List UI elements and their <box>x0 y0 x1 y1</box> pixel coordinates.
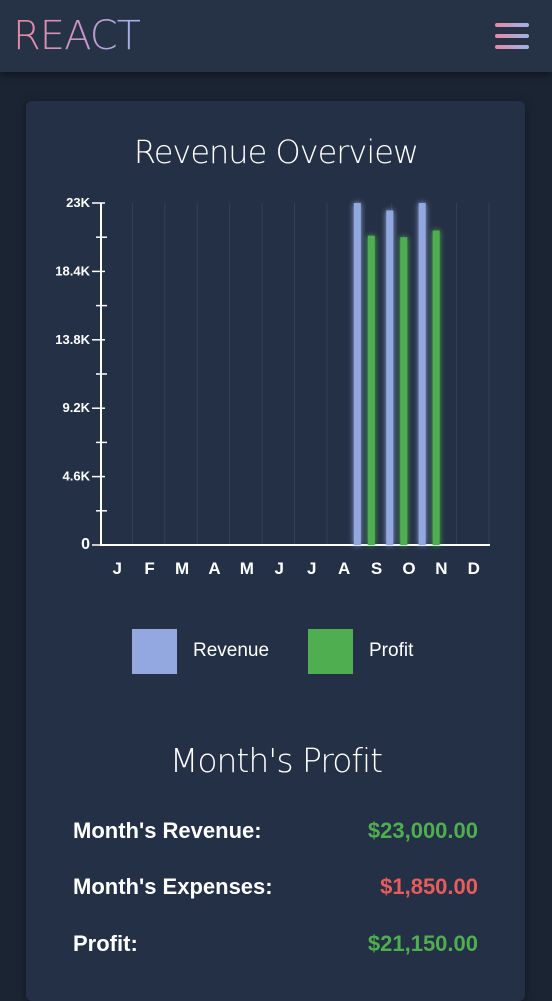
brand-logo[interactable]: REACT <box>13 13 141 59</box>
menu-bar-top <box>495 23 529 27</box>
x-tick-label-6: J <box>307 559 316 578</box>
stat-label-revenue: Month's Revenue: <box>73 818 262 843</box>
legend-label-revenue: Revenue <box>193 640 270 661</box>
menu-bar-bottom <box>495 45 529 49</box>
stat-row-revenue: Month's Revenue: $23,000.00 <box>73 815 478 847</box>
x-tick-label-3: A <box>208 559 220 578</box>
y-tick-label-0: 0 <box>81 536 90 553</box>
hamburger-menu-icon[interactable] <box>492 20 532 52</box>
bar-profit-9 <box>432 230 440 545</box>
y-tick-label-3: 13.8K <box>55 332 90 347</box>
x-tick-label-11: D <box>468 559 480 578</box>
stat-value-revenue: $23,000.00 <box>367 818 478 843</box>
stat-value-expenses: $1,850.00 <box>380 874 478 899</box>
menu-bar-middle <box>495 34 529 38</box>
legend-swatch-revenue <box>132 628 177 674</box>
stat-row-expenses: Month's Expenses: $1,850.00 <box>73 871 478 903</box>
x-tick-label-1: F <box>144 559 154 578</box>
x-tick-label-8: S <box>371 559 382 578</box>
y-tick-label-4: 18.4K <box>55 263 90 278</box>
chart-title: Revenue Overview <box>133 133 419 171</box>
bar-revenue-9 <box>418 203 426 545</box>
stat-value-profit: $21,150.00 <box>367 931 478 956</box>
stat-label-expenses: Month's Expenses: <box>73 874 273 899</box>
legend-label-profit: Profit <box>369 640 414 661</box>
bar-revenue-7 <box>353 203 361 545</box>
x-tick-label-9: O <box>402 559 415 578</box>
bar-profit-7 <box>367 235 375 545</box>
legend-swatch-profit <box>308 628 353 674</box>
x-tick-label-10: N <box>435 559 447 578</box>
x-tick-label-4: M <box>240 559 254 578</box>
stat-row-profit: Profit: $21,150.00 <box>73 928 478 960</box>
x-tick-label-2: M <box>175 559 189 578</box>
app-header: REACT <box>0 0 552 72</box>
bar-revenue-8 <box>386 210 394 545</box>
y-tick-label-1: 4.6K <box>63 469 91 484</box>
legend-item-profit[interactable]: Profit <box>308 628 413 674</box>
legend-item-revenue[interactable]: Revenue <box>132 628 269 674</box>
chart-legend: Revenue Profit <box>0 628 552 674</box>
y-tick-label-2: 9.2K <box>63 400 91 415</box>
x-tick-label-0: J <box>112 559 121 578</box>
stat-label-profit: Profit: <box>73 931 138 956</box>
bar-profit-8 <box>400 237 408 545</box>
y-tick-label-5: 23K <box>66 195 90 210</box>
x-tick-label-5: J <box>275 559 284 578</box>
profit-title: Month's Profit <box>169 741 383 780</box>
x-tick-label-7: A <box>338 559 350 578</box>
dashboard-card <box>26 101 525 1001</box>
